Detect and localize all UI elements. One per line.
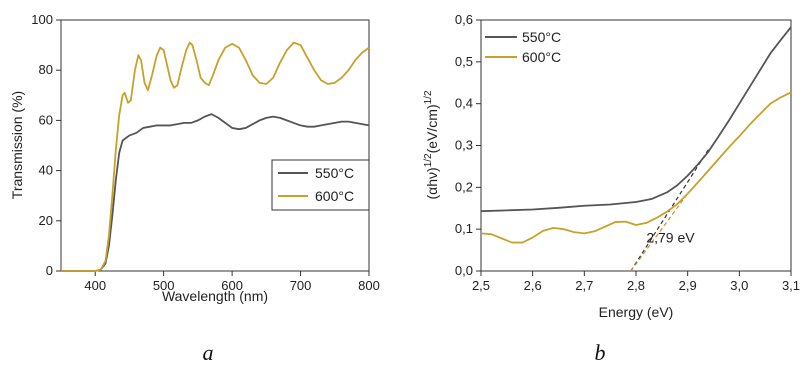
panel-b-series-600-line xyxy=(480,91,792,244)
panel-a-ytick-label: 100 xyxy=(31,12,53,27)
panel-b-ytick-label: 0,2 xyxy=(455,179,473,194)
panel-b-ylabel-part2: (eV/cm) xyxy=(424,104,440,153)
panel-a-xlabel: Wavelength (nm) xyxy=(162,288,268,304)
panel-a-ylabel: Transmission (%) xyxy=(9,91,25,199)
panel-a-ytick-label: 60 xyxy=(39,112,53,127)
panel-a-ytick-label: 0 xyxy=(46,263,53,278)
panel-a-xtick-label: 700 xyxy=(290,278,312,293)
panel-a-ytick-label: 80 xyxy=(39,62,53,77)
bandgap-annotation: 2,79 eV xyxy=(646,230,695,246)
panel-b-legend: 550°C 600°C xyxy=(485,29,561,65)
panel-b-ylabel-part1: (αhν) xyxy=(424,167,440,199)
panel-a-label: a xyxy=(203,340,214,365)
panel-a-legend-label-600: 600°C xyxy=(315,188,354,204)
panel-b-ylabel-sup2: 1/2 xyxy=(423,90,434,104)
panel-b-xtick-label: 2,5 xyxy=(472,278,490,293)
panel-b-xlabel: Energy (eV) xyxy=(599,304,674,320)
panel-b-xtick-label: 3,1 xyxy=(782,278,800,293)
panel-a-series-600-line xyxy=(61,41,370,272)
panel-a-chart: 400 500 600 700 800 0 20 40 60 80 100 Wavelength … xyxy=(9,12,380,365)
panel-b-fit-line-1 xyxy=(630,193,689,272)
panel-b-legend-label-600: 600°C xyxy=(522,49,561,65)
panel-b-ytick-label: 0,5 xyxy=(455,54,473,69)
panel-b-xtick-label: 2,7 xyxy=(575,278,593,293)
panel-a-xtick-label: 400 xyxy=(84,278,106,293)
panel-b-ylabel-sup1: 1/2 xyxy=(423,153,434,167)
panel-b-ytick-label: 0,4 xyxy=(455,96,473,111)
panel-b-xtick-label: 3,0 xyxy=(730,278,748,293)
panel-a-legend: 550°C 600°C xyxy=(271,159,370,211)
panel-b-series-550-line xyxy=(480,26,792,213)
panel-b-ylabel: (αhν)1/2(eV/cm)1/2 xyxy=(423,90,440,199)
panel-b-xtick-label: 2,9 xyxy=(679,278,697,293)
panel-b-legend-label-550: 550°C xyxy=(522,29,561,45)
panel-b-ytick-label: 0,1 xyxy=(455,221,473,236)
panel-b-xtick-label: 2,8 xyxy=(627,278,645,293)
panel-a-frame xyxy=(60,19,370,272)
panel-a-ytick-label: 20 xyxy=(39,213,53,228)
panel-a-legend-label-550: 550°C xyxy=(315,165,354,181)
panel-b-label: b xyxy=(595,340,606,365)
panel-b-ytick-label: 0,3 xyxy=(455,138,473,153)
panel-a-series-550-line xyxy=(61,113,370,272)
panel-a-xtick-label: 800 xyxy=(358,278,380,293)
panel-b-ytick-label: 0,6 xyxy=(455,12,473,27)
panel-b-xtick-label: 2,6 xyxy=(524,278,542,293)
panel-a-xtick-label: 600 xyxy=(221,278,243,293)
panel-a-legend-box xyxy=(271,159,370,211)
panel-b-ytick-label: 0,0 xyxy=(455,263,473,278)
panel-a-ytick-label: 40 xyxy=(39,163,53,178)
panel-b-chart: 2,5 2,6 2,7 2,8 2,9 3,0 3,1 0,0 0,1 0,2 0,3 0,4 0,5… xyxy=(423,12,800,365)
panel-a-xtick-label: 500 xyxy=(153,278,175,293)
